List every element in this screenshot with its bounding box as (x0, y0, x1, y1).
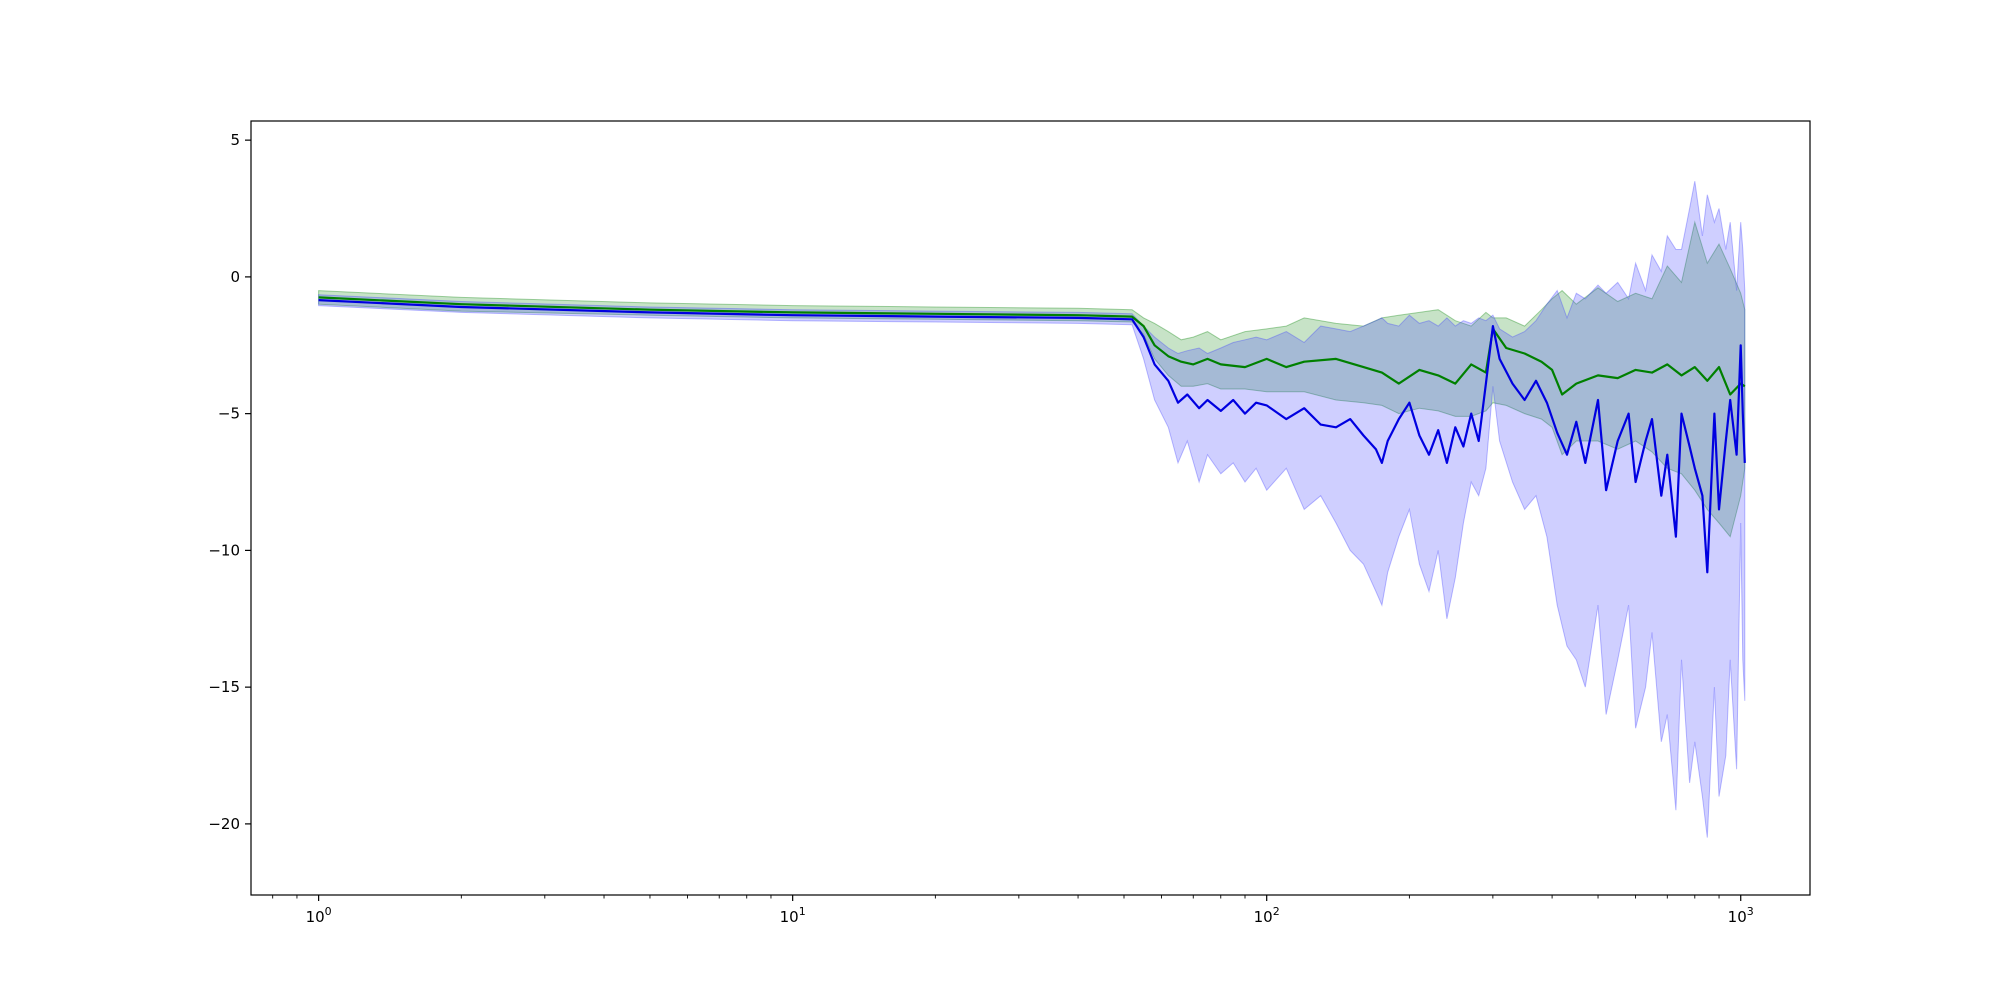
series-1-line (318, 296, 1746, 396)
series-2-band (318, 181, 1746, 838)
x-tick-label: 101 (780, 905, 806, 926)
y-tick-label: −5 (218, 405, 240, 423)
axes-frame (250, 120, 1811, 896)
y-tick-label: 5 (230, 131, 240, 149)
x-tick-label-exp: 3 (1747, 905, 1754, 918)
x-tick-label: 103 (1728, 905, 1754, 926)
x-tick-label-exp: 1 (799, 905, 806, 918)
x-tick-label: 102 (1254, 905, 1280, 926)
y-tick-label: −20 (208, 815, 240, 833)
y-tick-label: −15 (208, 678, 240, 696)
plot-area (318, 181, 1746, 838)
x-tick-label-base: 10 (306, 908, 325, 926)
x-tick-label-exp: 2 (1273, 905, 1280, 918)
x-tick-label-base: 10 (1728, 908, 1747, 926)
series-2-line (318, 299, 1746, 574)
x-tick-label: 100 (306, 905, 332, 926)
y-tick-label: −10 (208, 541, 240, 559)
x-tick-label-base: 10 (780, 908, 799, 926)
x-tick-label-exp: 0 (325, 905, 332, 918)
y-tick-label: 0 (230, 268, 240, 286)
x-tick-label-base: 10 (1254, 908, 1273, 926)
